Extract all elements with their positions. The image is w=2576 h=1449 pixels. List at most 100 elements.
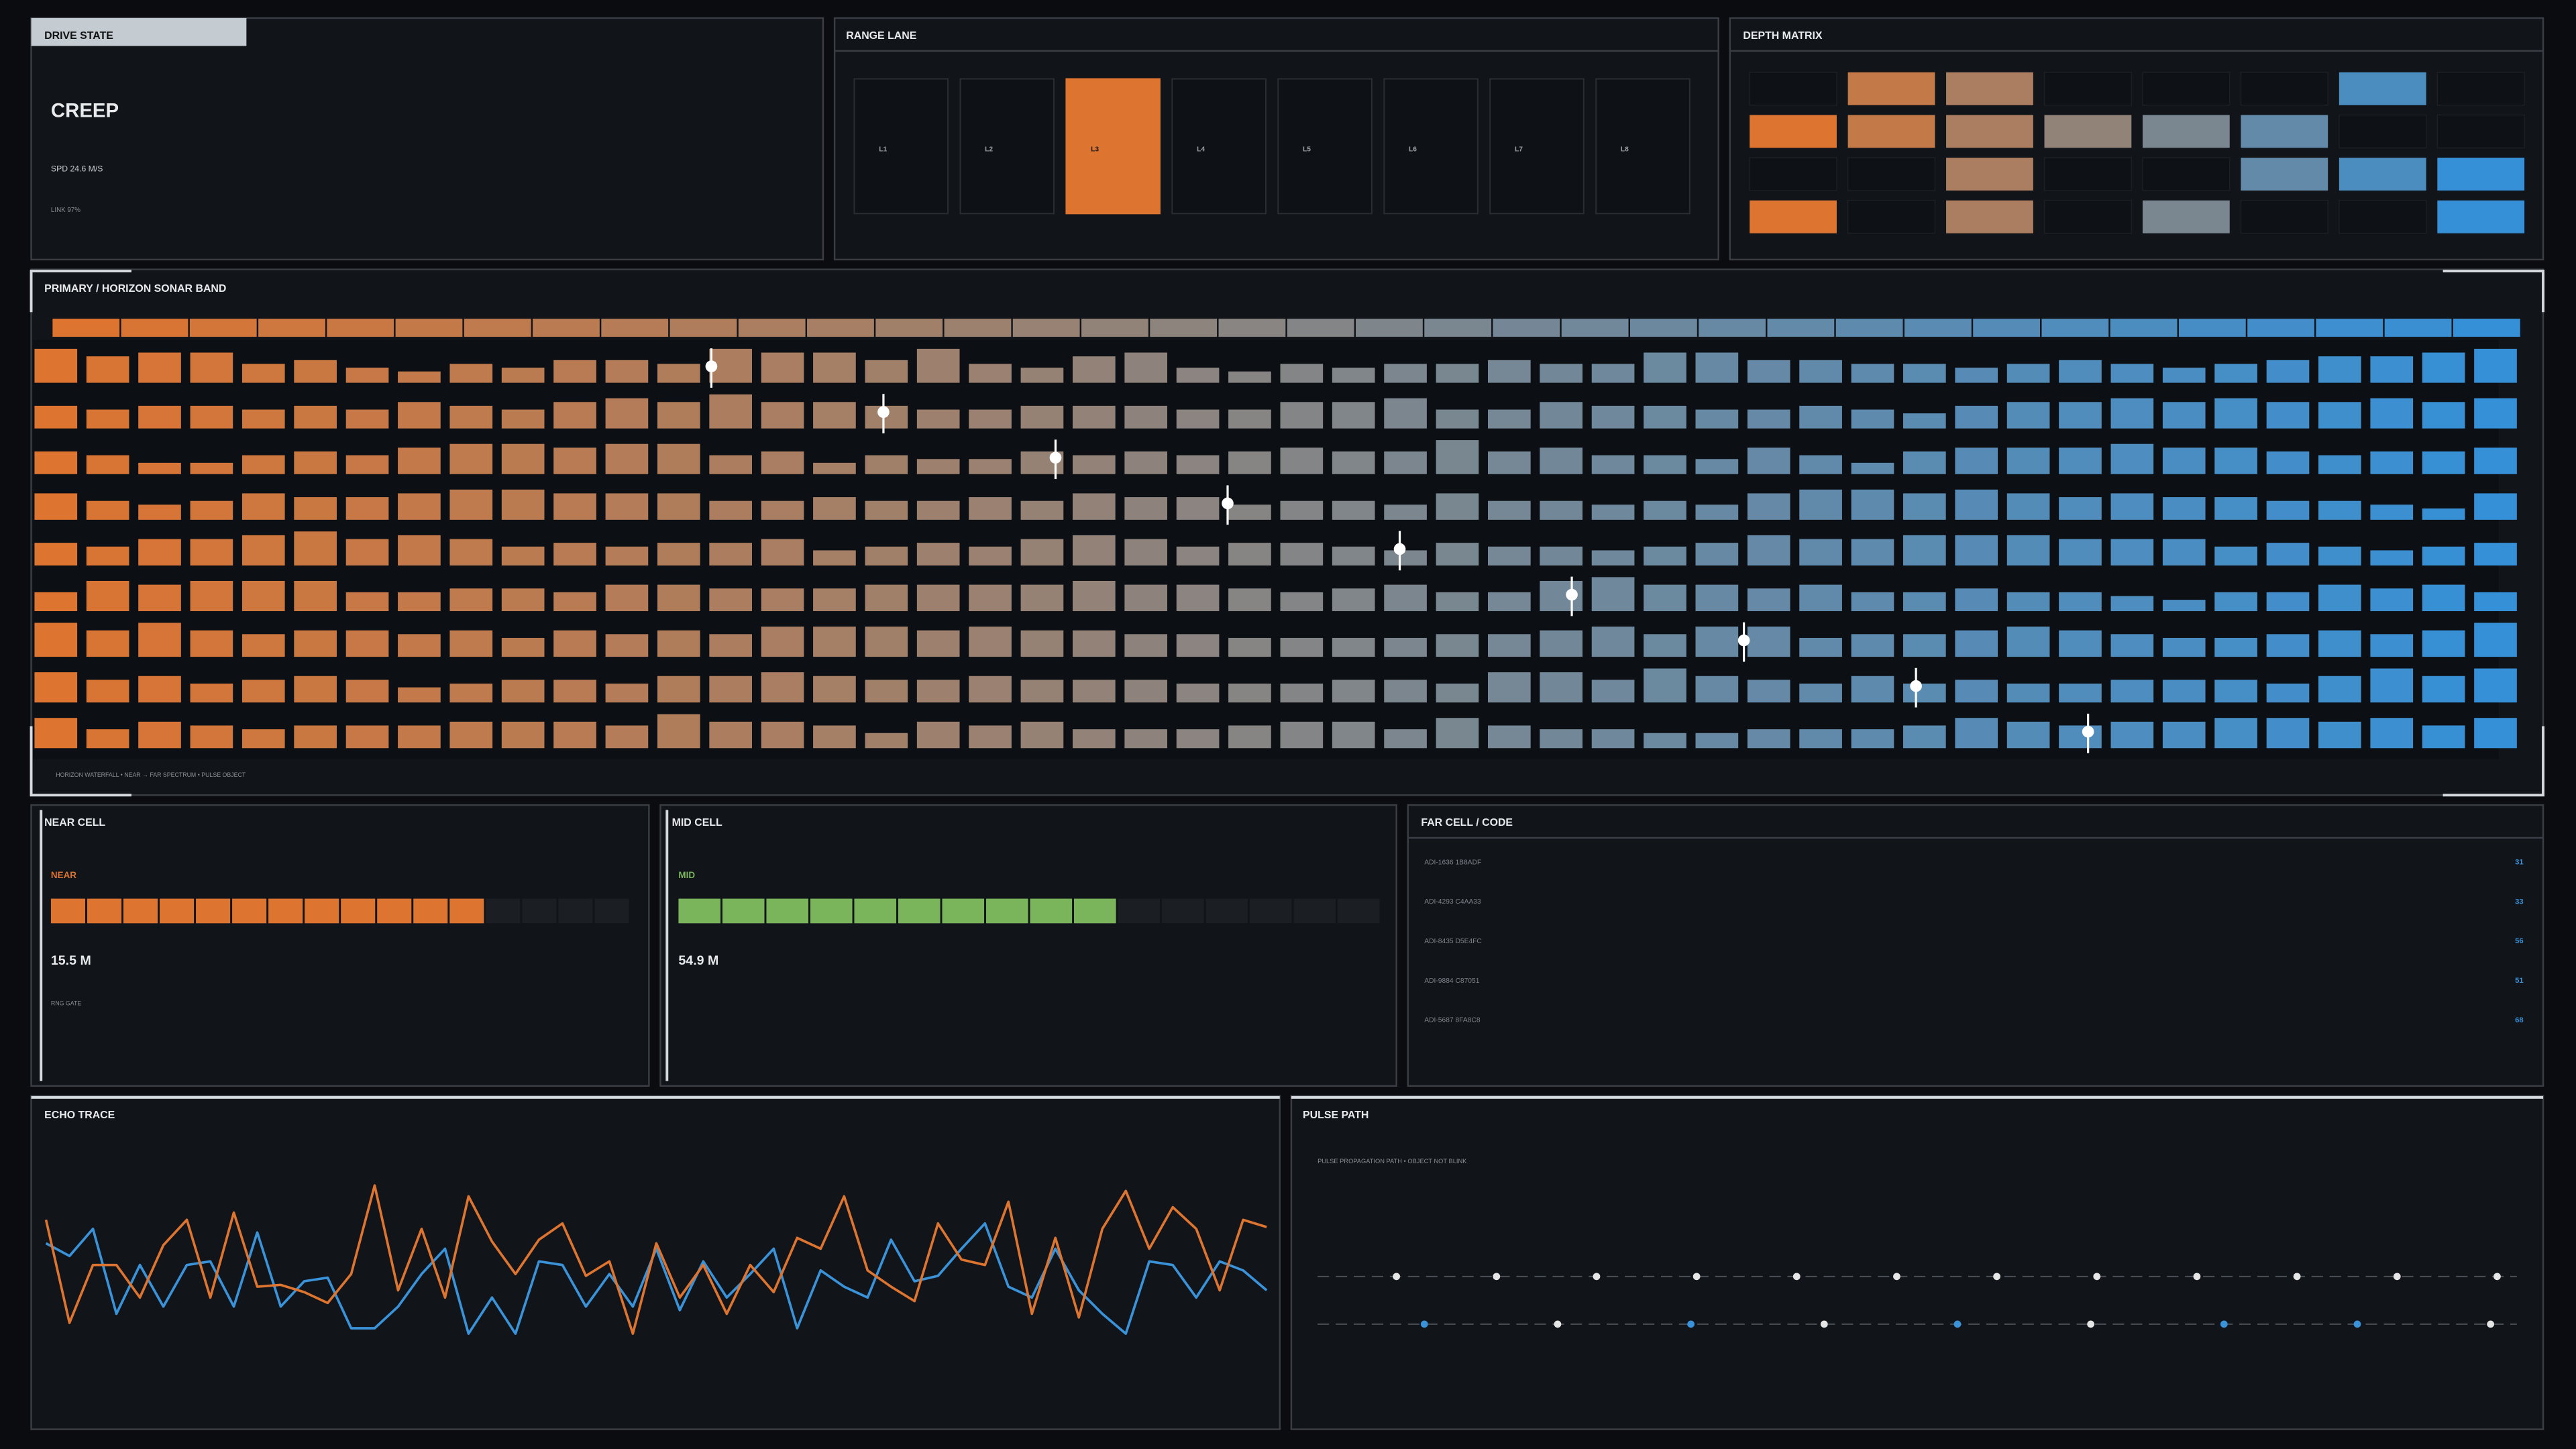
waterfall-bar bbox=[1799, 489, 1842, 520]
drive-mode: CREEP bbox=[51, 99, 119, 121]
code: ADI-9884 C87051 bbox=[1424, 977, 1479, 985]
waterfall-bar bbox=[1903, 684, 1946, 703]
waterfall-bar bbox=[969, 546, 1012, 566]
waterfall-bar bbox=[345, 455, 389, 474]
waterfall-bar bbox=[916, 500, 960, 520]
waterfall-bar bbox=[34, 672, 78, 703]
waterfall-bar bbox=[1020, 680, 1064, 703]
waterfall-bar bbox=[969, 497, 1012, 520]
waterfall-bar bbox=[1695, 676, 1739, 703]
strip-segment bbox=[2316, 319, 2383, 337]
waterfall-bar bbox=[1332, 500, 1375, 520]
matrix-cell bbox=[1749, 157, 1837, 191]
waterfall-bar bbox=[1799, 584, 1842, 612]
waterfall-bar bbox=[1591, 729, 1635, 749]
waterfall-bar bbox=[1124, 539, 1168, 566]
waterfall-bar bbox=[916, 459, 960, 474]
lane-label: L5 bbox=[1303, 146, 1311, 154]
waterfall-bar bbox=[1332, 402, 1375, 429]
waterfall-bar bbox=[1644, 405, 1686, 429]
waterfall-bar bbox=[657, 443, 700, 474]
waterfall-bar bbox=[1176, 546, 1220, 566]
waterfall-bar bbox=[1955, 680, 1998, 703]
matrix-cell bbox=[2142, 72, 2231, 106]
waterfall-bar bbox=[449, 489, 493, 520]
code: ADI-8435 D5E4FC bbox=[1424, 938, 1482, 945]
waterfall-bar bbox=[865, 584, 908, 612]
waterfall-bar bbox=[2006, 364, 2050, 383]
matrix-cell bbox=[1847, 72, 1935, 105]
waterfall-bar bbox=[1124, 634, 1168, 657]
waterfall-bar bbox=[1695, 352, 1739, 383]
waterfall-bar bbox=[501, 489, 545, 520]
strip-segment bbox=[738, 319, 806, 337]
pulse-marker bbox=[705, 360, 718, 372]
pulse-subtitle: PULSE PROPAGATION PATH • OBJECT NOT BLIN… bbox=[1318, 1158, 1467, 1165]
waterfall-bar bbox=[1228, 451, 1271, 474]
waterfall-bar bbox=[2162, 447, 2206, 474]
matrix-cell bbox=[2044, 115, 2132, 148]
waterfall-bar bbox=[398, 402, 441, 429]
segment bbox=[232, 898, 267, 924]
waterfall-bar bbox=[2474, 668, 2517, 703]
pulse-dot bbox=[1993, 1273, 2001, 1281]
panel-title: ECHO TRACE bbox=[44, 1110, 115, 1121]
waterfall-bar bbox=[657, 364, 700, 383]
waterfall-bar bbox=[1851, 489, 1894, 520]
segment bbox=[942, 898, 985, 924]
matrix-cell bbox=[1946, 72, 2033, 105]
waterfall-bar bbox=[1176, 634, 1220, 657]
waterfall-bar bbox=[294, 531, 337, 566]
waterfall-bar bbox=[2214, 546, 2257, 566]
waterfall-bar bbox=[345, 725, 389, 749]
pulse-dot bbox=[1820, 1320, 1828, 1328]
waterfall-bar bbox=[2214, 718, 2257, 749]
waterfall-bar bbox=[2214, 447, 2257, 474]
waterfall-bar bbox=[1695, 504, 1739, 520]
waterfall-bar bbox=[1591, 455, 1635, 474]
waterfall-bar bbox=[2266, 360, 2310, 383]
segment bbox=[268, 898, 303, 924]
strip-segment bbox=[1973, 319, 2041, 337]
segment bbox=[1118, 898, 1161, 924]
waterfall-bar bbox=[916, 409, 960, 429]
waterfall-bar bbox=[2370, 356, 2414, 383]
waterfall-bar bbox=[449, 443, 493, 474]
matrix-cell bbox=[2142, 200, 2230, 233]
waterfall-bar bbox=[1695, 409, 1739, 429]
waterfall-bar bbox=[2318, 402, 2361, 429]
waterfall-bar bbox=[190, 500, 233, 520]
waterfall-bar bbox=[2006, 592, 2050, 612]
waterfall-bar bbox=[2266, 500, 2310, 520]
waterfall-bar bbox=[345, 680, 389, 703]
matrix-cell bbox=[2142, 115, 2230, 148]
waterfall-bar bbox=[1851, 539, 1894, 566]
matrix-cell bbox=[2436, 114, 2525, 149]
waterfall-bar bbox=[2059, 497, 2102, 520]
code: ADI-5687 8FA8C8 bbox=[1424, 1017, 1481, 1024]
waterfall-bar bbox=[2162, 600, 2206, 612]
matrix-cell bbox=[1847, 115, 1935, 148]
waterfall-bar bbox=[1851, 676, 1894, 703]
waterfall-bar bbox=[1176, 584, 1220, 612]
waterfall-bar bbox=[1228, 371, 1271, 383]
waterfall-bar bbox=[34, 623, 78, 657]
waterfall-bar bbox=[241, 535, 285, 566]
waterfall-bar bbox=[398, 371, 441, 383]
far-rows: ADI-1636 1B8ADF 31 ADI-4293 C4AA33 33 ADI-84… bbox=[1424, 859, 2523, 1024]
waterfall-bar bbox=[1955, 489, 1998, 520]
waterfall-bar bbox=[2318, 676, 2361, 703]
waterfall-bar bbox=[1591, 504, 1635, 520]
waterfall-bar bbox=[1280, 364, 1324, 383]
waterfall-bar bbox=[294, 360, 337, 383]
waterfall-bar bbox=[1540, 402, 1583, 429]
waterfall-bar bbox=[86, 580, 129, 612]
waterfall-bar bbox=[1644, 500, 1686, 520]
waterfall-bar bbox=[1436, 684, 1479, 703]
waterfall-bar bbox=[1072, 356, 1116, 383]
segment bbox=[522, 898, 557, 924]
waterfall-bar bbox=[1384, 451, 1427, 474]
waterfall-bar bbox=[2266, 451, 2310, 474]
cell-note: RNG GATE bbox=[51, 1000, 81, 1007]
